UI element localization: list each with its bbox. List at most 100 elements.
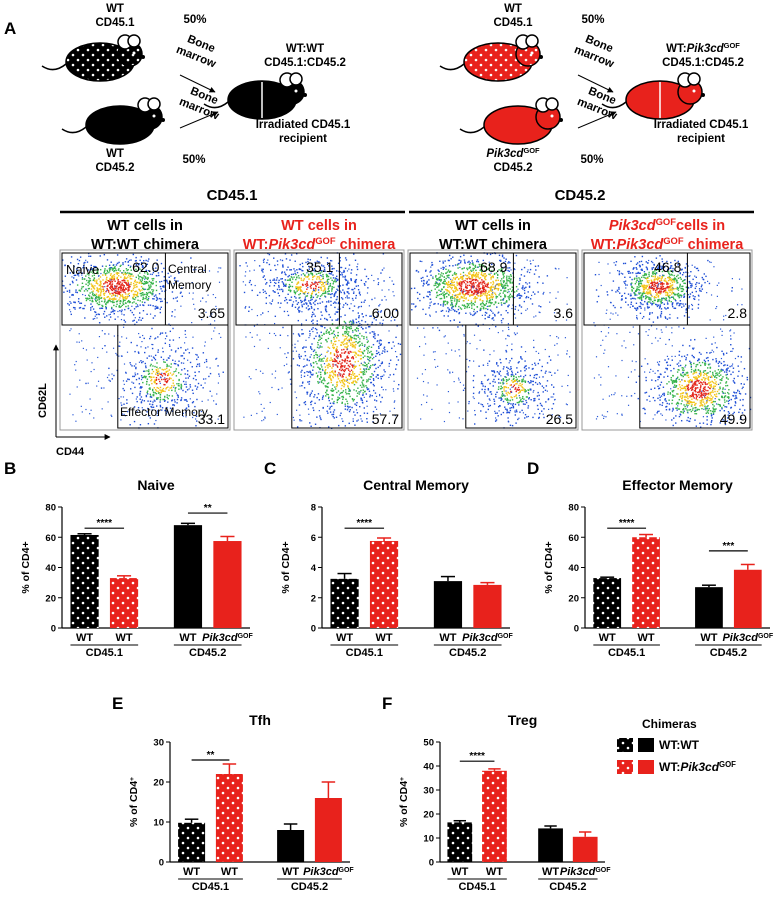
flow-event (491, 370, 493, 372)
flow-event (139, 424, 142, 426)
flow-event (336, 270, 338, 272)
flow-event (298, 268, 301, 270)
flow-event (371, 353, 374, 355)
flow-event (80, 302, 83, 304)
flow-event (333, 295, 335, 298)
flow-event (323, 267, 326, 269)
flow-event (340, 356, 342, 358)
flow-event (471, 260, 473, 262)
flow-event (500, 302, 503, 304)
flow-event (491, 298, 494, 301)
flow-event (527, 405, 530, 407)
flow-event (330, 273, 332, 275)
flow-event (147, 260, 149, 262)
flow-event (424, 368, 427, 371)
flow-event (325, 360, 327, 362)
flow-event (96, 279, 98, 281)
flow-event (551, 384, 553, 386)
flow-event (331, 286, 333, 288)
flow-event (116, 277, 119, 280)
flow-event (445, 277, 447, 280)
flow-event (298, 404, 301, 406)
flow-event (536, 373, 538, 376)
flow-event (157, 387, 160, 390)
flow-event (311, 307, 313, 309)
flow-event (111, 298, 113, 300)
flow-event (69, 309, 71, 311)
flow-event (458, 287, 461, 290)
flow-event (427, 296, 429, 298)
flow-event (323, 363, 326, 365)
flow-event (504, 302, 506, 305)
flow-event (327, 365, 329, 367)
flow-event (351, 297, 354, 300)
flow-event (183, 367, 186, 370)
flow-event (321, 396, 324, 399)
flow-event (495, 297, 497, 299)
flow-event (180, 388, 182, 390)
flow-event (461, 292, 464, 294)
flow-event (340, 363, 342, 365)
flow-event (494, 376, 496, 378)
flow-event (287, 352, 289, 354)
flow-event (96, 288, 99, 290)
flow-event (355, 381, 358, 384)
flow-event (337, 376, 339, 378)
flow-event (139, 259, 141, 262)
flow-event (375, 408, 378, 410)
flow-event (331, 288, 333, 291)
flow-event (553, 312, 556, 314)
flow-event (484, 388, 486, 391)
column-title-part: chimera (684, 237, 745, 253)
annotation-text: Irradiated CD45.1 (256, 119, 351, 131)
flow-event (468, 273, 470, 275)
flow-event (69, 272, 71, 274)
flow-event (104, 333, 106, 335)
flow-event (473, 310, 475, 313)
flow-event (68, 289, 71, 292)
flow-event (116, 295, 118, 297)
flow-event (128, 292, 130, 295)
flow-event (127, 283, 129, 285)
flow-event (360, 389, 362, 392)
flow-event (368, 390, 371, 392)
flow-event (517, 389, 520, 391)
flow-event (519, 391, 521, 393)
flow-event (369, 378, 371, 380)
flow-event (141, 277, 144, 280)
flow-event (504, 284, 507, 286)
flow-event (78, 333, 80, 335)
flow-event (245, 305, 247, 308)
flow-event (357, 263, 359, 265)
flow-event (278, 294, 281, 297)
flow-event (448, 402, 450, 404)
flow-event (105, 306, 107, 309)
flow-event (97, 380, 100, 382)
flow-event (321, 381, 323, 384)
flow-event (335, 416, 338, 418)
flow-event (102, 279, 104, 281)
flow-event (360, 357, 362, 360)
flow-event (180, 383, 182, 386)
flow-event (297, 282, 300, 284)
flow-event (108, 374, 110, 376)
flow-event (314, 290, 317, 292)
flow-event (120, 305, 122, 308)
flow-event (516, 401, 519, 404)
flow-event (466, 281, 469, 284)
flow-event (371, 353, 373, 355)
flow-event (480, 263, 483, 266)
flow-event (523, 266, 526, 269)
flow-event (500, 379, 503, 381)
flow-event (115, 292, 118, 294)
flow-event (150, 285, 152, 288)
flow-event (343, 291, 345, 294)
flow-event (379, 303, 381, 306)
flow-event (495, 417, 497, 419)
flow-event (299, 290, 302, 292)
flow-event (90, 409, 92, 411)
flow-event (454, 290, 457, 292)
flow-event (360, 326, 363, 328)
flow-event (348, 340, 350, 342)
